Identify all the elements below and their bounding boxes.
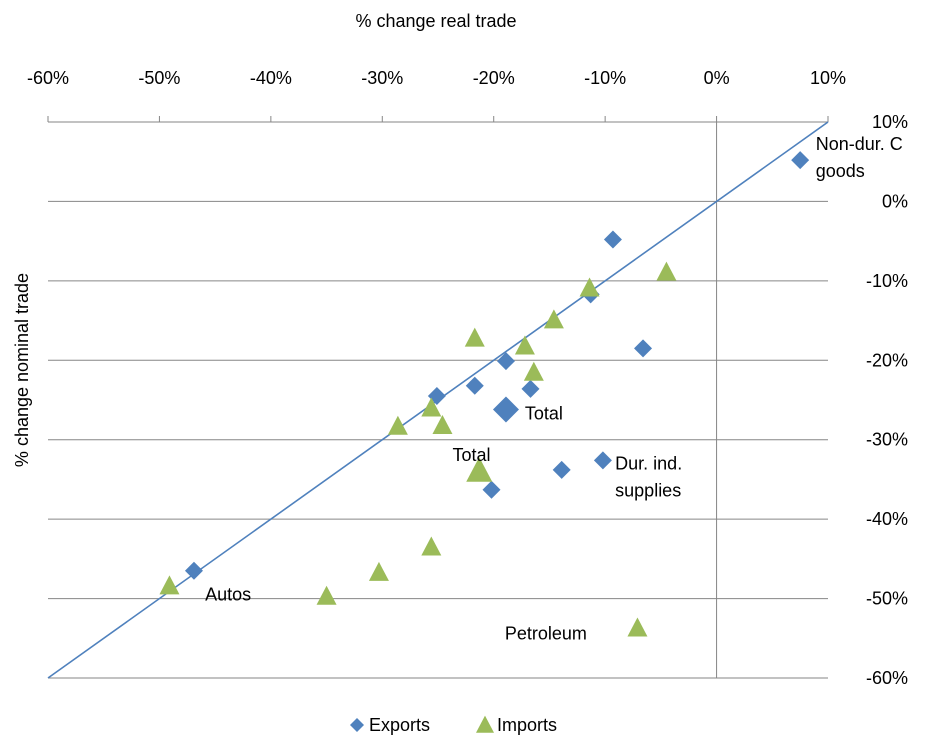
imports-point (656, 261, 677, 281)
imports-point (432, 414, 453, 434)
x-tick-label: -20% (473, 68, 515, 88)
exports-point (593, 451, 612, 470)
exports-point (552, 460, 571, 479)
imports-point (421, 397, 442, 417)
y-tick-label: 10% (872, 112, 908, 132)
legend-imports-marker (476, 715, 494, 733)
grid-lines (48, 121, 828, 679)
legend-exports-marker (350, 718, 364, 732)
imports-point (579, 277, 600, 297)
point-annotation: Autos (205, 585, 251, 605)
imports-point (464, 327, 485, 347)
y-tick-label: -20% (866, 350, 908, 370)
legend-imports-label: Imports (497, 715, 557, 735)
y-tick-label: -30% (866, 430, 908, 450)
exports-point (791, 151, 810, 170)
y-tick-labels: 10% 0% -10% -20% -30% -40% -50% -60% (866, 112, 908, 688)
y-tick-label: 0% (882, 191, 908, 211)
point-annotation: goods (816, 161, 865, 181)
exports-point (465, 376, 484, 395)
legend-exports-label: Exports (369, 715, 430, 735)
imports-point (421, 536, 442, 556)
y-tick-label: -10% (866, 271, 908, 291)
x-tick-label: -60% (27, 68, 69, 88)
imports-point (466, 457, 493, 482)
y-axis-title: % change nominal trade (12, 273, 32, 467)
exports-point (603, 230, 622, 249)
x-tick-label: 0% (704, 68, 730, 88)
point-annotation: Petroleum (505, 624, 587, 644)
exports-point (184, 561, 203, 580)
imports-point (387, 415, 408, 435)
exports-point (496, 352, 515, 371)
imports-point (514, 335, 535, 355)
exports-point (492, 396, 519, 423)
exports-point (521, 379, 540, 398)
exports-point (482, 480, 501, 499)
legend: Exports Imports (350, 715, 557, 735)
point-annotation: Dur. ind. (615, 454, 682, 474)
x-tick-labels: -60% -50% -40% -30% -20% -10% 0% 10% (27, 68, 846, 88)
y-tick-label: -60% (866, 668, 908, 688)
y-tick-label: -40% (866, 509, 908, 529)
imports-point (627, 617, 648, 637)
x-axis-title: % change real trade (355, 11, 516, 31)
point-annotation: supplies (615, 481, 681, 501)
point-annotation: Total (452, 445, 490, 465)
exports-point (634, 339, 653, 358)
imports-point (159, 575, 180, 595)
imports-point (543, 309, 564, 329)
point-annotation: Non-dur. C (816, 134, 903, 154)
imports-point (368, 561, 389, 581)
x-tick-label: -30% (361, 68, 403, 88)
point-annotation: Total (525, 404, 563, 424)
x-tick-label: 10% (810, 68, 846, 88)
annotations: Non-dur. C goods Total Total Dur. ind. suppli… (205, 134, 903, 643)
x-tick-label: -10% (584, 68, 626, 88)
y-tick-label: -50% (866, 589, 908, 609)
x-tick-label: -50% (138, 68, 180, 88)
axes (47, 116, 829, 678)
imports-point (523, 361, 544, 381)
x-tick-label: -40% (250, 68, 292, 88)
data-points (159, 151, 810, 637)
imports-point (316, 585, 337, 605)
